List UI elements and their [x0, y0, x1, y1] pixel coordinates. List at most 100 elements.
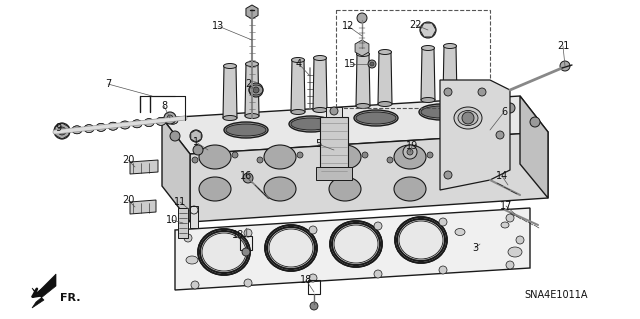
Polygon shape	[32, 274, 56, 308]
Text: 11: 11	[174, 197, 186, 207]
Text: 1: 1	[193, 137, 199, 147]
Ellipse shape	[226, 124, 266, 136]
Circle shape	[232, 152, 238, 158]
Circle shape	[322, 157, 328, 163]
Text: 7: 7	[105, 79, 111, 89]
Circle shape	[439, 266, 447, 274]
Circle shape	[54, 123, 70, 139]
Ellipse shape	[356, 51, 369, 56]
Polygon shape	[130, 160, 158, 174]
Ellipse shape	[458, 110, 478, 125]
Ellipse shape	[354, 110, 398, 126]
Ellipse shape	[291, 57, 305, 63]
Ellipse shape	[454, 107, 482, 129]
Text: 9: 9	[55, 123, 61, 133]
Circle shape	[478, 88, 486, 96]
Circle shape	[170, 131, 180, 141]
Ellipse shape	[60, 127, 70, 135]
Ellipse shape	[168, 116, 178, 124]
Ellipse shape	[264, 145, 296, 169]
Ellipse shape	[223, 115, 237, 121]
Circle shape	[370, 62, 374, 66]
Polygon shape	[316, 167, 352, 180]
Text: 20: 20	[122, 155, 134, 165]
Ellipse shape	[329, 145, 361, 169]
Circle shape	[192, 157, 198, 163]
Ellipse shape	[395, 217, 447, 263]
Ellipse shape	[508, 247, 522, 257]
Ellipse shape	[394, 145, 426, 169]
Circle shape	[244, 279, 252, 287]
Ellipse shape	[501, 222, 509, 228]
Text: 19: 19	[406, 141, 418, 151]
Ellipse shape	[313, 108, 327, 113]
Ellipse shape	[291, 109, 305, 115]
Text: 6: 6	[501, 107, 507, 117]
Circle shape	[362, 152, 368, 158]
Circle shape	[444, 171, 452, 179]
Circle shape	[309, 274, 317, 282]
Ellipse shape	[120, 121, 130, 129]
Circle shape	[193, 145, 203, 155]
Text: 21: 21	[557, 41, 569, 51]
Polygon shape	[246, 5, 258, 19]
Ellipse shape	[356, 112, 396, 124]
Ellipse shape	[72, 126, 82, 134]
Ellipse shape	[186, 256, 198, 264]
Ellipse shape	[289, 116, 333, 132]
Text: 10: 10	[166, 215, 178, 225]
Ellipse shape	[419, 104, 463, 120]
Ellipse shape	[329, 177, 361, 201]
Ellipse shape	[378, 101, 392, 107]
Circle shape	[420, 22, 436, 38]
Polygon shape	[320, 117, 348, 173]
Circle shape	[439, 218, 447, 226]
Text: 15: 15	[344, 59, 356, 69]
Ellipse shape	[132, 120, 142, 128]
Polygon shape	[130, 200, 156, 214]
Circle shape	[257, 157, 263, 163]
Circle shape	[243, 173, 253, 183]
Circle shape	[297, 152, 303, 158]
Ellipse shape	[264, 177, 296, 201]
Ellipse shape	[223, 63, 237, 69]
Circle shape	[357, 13, 367, 23]
Circle shape	[249, 83, 263, 97]
Text: 5: 5	[315, 139, 321, 149]
Polygon shape	[443, 46, 457, 98]
Circle shape	[191, 281, 199, 289]
Polygon shape	[421, 48, 435, 100]
Polygon shape	[223, 66, 237, 118]
Text: 2: 2	[245, 79, 251, 89]
Circle shape	[560, 61, 570, 71]
Ellipse shape	[144, 119, 154, 127]
Polygon shape	[313, 58, 327, 110]
Circle shape	[444, 88, 452, 96]
Ellipse shape	[422, 46, 435, 50]
Circle shape	[516, 236, 524, 244]
Text: 14: 14	[496, 171, 508, 181]
Ellipse shape	[443, 95, 457, 100]
Circle shape	[58, 127, 66, 135]
Ellipse shape	[246, 62, 259, 66]
Text: 16: 16	[240, 171, 252, 181]
Ellipse shape	[199, 177, 231, 201]
Circle shape	[506, 261, 514, 269]
Circle shape	[530, 117, 540, 127]
Text: FR.: FR.	[60, 293, 81, 303]
Ellipse shape	[156, 117, 166, 125]
Polygon shape	[326, 107, 342, 117]
Ellipse shape	[421, 106, 461, 118]
Circle shape	[167, 115, 173, 121]
Polygon shape	[162, 96, 548, 154]
Ellipse shape	[314, 56, 326, 61]
Circle shape	[193, 133, 199, 139]
Bar	[336, 10, 490, 108]
Ellipse shape	[356, 103, 370, 108]
Ellipse shape	[199, 145, 231, 169]
Polygon shape	[355, 40, 369, 56]
Text: 3: 3	[472, 243, 478, 253]
Circle shape	[368, 60, 376, 68]
Ellipse shape	[265, 225, 317, 271]
Circle shape	[242, 248, 250, 256]
